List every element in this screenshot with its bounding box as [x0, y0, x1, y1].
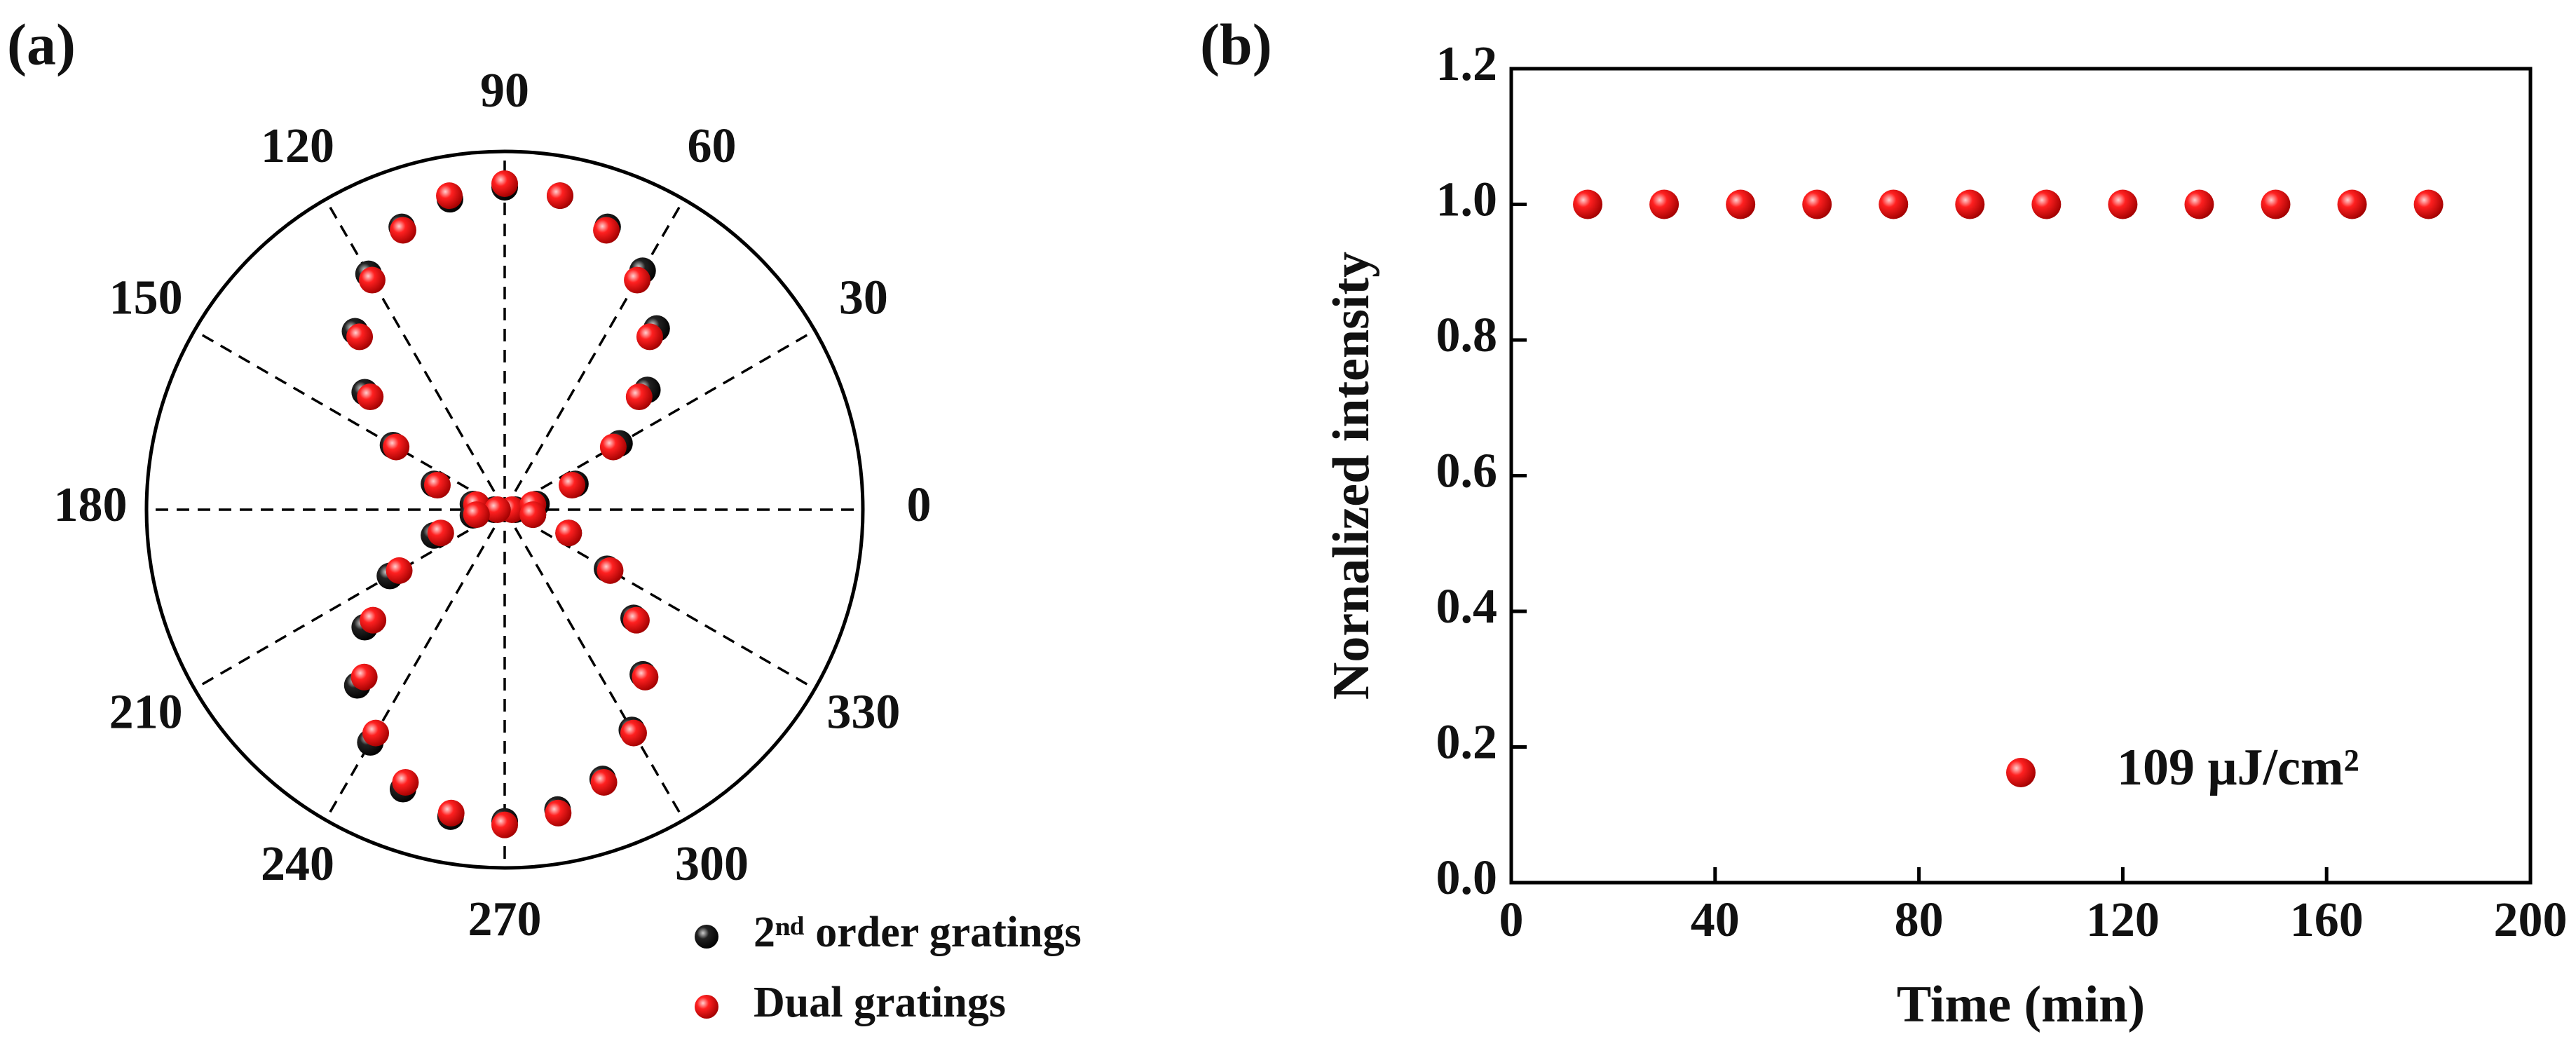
data-point	[423, 472, 451, 499]
data-point	[597, 557, 624, 584]
grid-line	[324, 198, 506, 510]
x-tick-label: 0	[1499, 893, 1524, 947]
data-point	[427, 519, 454, 547]
data-point	[1649, 189, 1679, 219]
data-point	[1573, 189, 1603, 219]
data-point	[383, 433, 410, 461]
theta-tick-label: 210	[109, 686, 183, 740]
y-tick-label: 0.8	[1436, 308, 1498, 362]
data-point	[436, 182, 463, 210]
data-point	[559, 472, 586, 499]
y-tick-label: 0.6	[1436, 444, 1498, 498]
data-point	[2337, 189, 2367, 219]
data-point	[622, 606, 650, 634]
y-axis-label: Nornalized intensity	[1323, 252, 1380, 700]
grid-line	[503, 509, 686, 821]
data-point	[624, 266, 651, 294]
y-tick-label: 1.2	[1436, 37, 1498, 91]
data-point	[599, 433, 627, 461]
data-point	[632, 663, 659, 691]
data-point	[463, 501, 490, 529]
data-point	[590, 768, 618, 796]
legend-label: 2ⁿᵈ order gratings	[754, 909, 1082, 956]
data-point	[1726, 189, 1756, 219]
x-tick-label: 160	[2290, 893, 2364, 947]
data-point	[2413, 189, 2444, 219]
data-point	[555, 519, 582, 547]
data-point	[350, 663, 378, 691]
y-tick-label: 0.4	[1436, 580, 1498, 634]
data-point	[491, 811, 518, 838]
data-point	[546, 182, 573, 210]
theta-tick-label: 120	[261, 119, 334, 173]
theta-tick-label: 270	[468, 892, 542, 946]
x-tick-label: 80	[1895, 893, 1944, 947]
data-point	[2184, 189, 2214, 219]
data-point	[519, 501, 547, 529]
grid-line	[504, 508, 816, 691]
data-point	[357, 383, 384, 411]
y-tick-label: 0.2	[1436, 716, 1498, 770]
legend-marker	[695, 925, 718, 949]
x-tick-label: 200	[2494, 893, 2568, 947]
data-point	[437, 799, 465, 827]
data-point	[545, 799, 572, 827]
legend-label: 109 μJ/cm²	[2117, 739, 2359, 796]
theta-tick-label: 30	[839, 271, 888, 325]
legend-marker	[2006, 758, 2036, 787]
data-point	[2031, 189, 2062, 219]
data-point	[625, 383, 653, 411]
data-point	[346, 323, 374, 351]
data-point	[1955, 189, 1985, 219]
data-point	[389, 217, 416, 244]
theta-tick-label: 300	[675, 837, 749, 891]
data-point	[392, 768, 419, 796]
panel-label: (b)	[1200, 12, 1272, 77]
y-tick-label: 0.0	[1436, 851, 1498, 905]
grid-line	[193, 329, 505, 511]
data-point	[593, 217, 620, 244]
y-tick-label: 1.0	[1436, 173, 1498, 227]
theta-tick-label: 60	[688, 119, 737, 173]
theta-tick-label: 90	[480, 64, 529, 118]
data-point	[620, 719, 647, 747]
data-point	[386, 557, 413, 584]
data-point	[360, 606, 387, 634]
data-point	[484, 496, 511, 523]
x-tick-label: 120	[2086, 893, 2160, 947]
legend-marker	[695, 995, 718, 1019]
theta-tick-label: 150	[109, 271, 183, 325]
grid-line	[324, 509, 506, 821]
theta-tick-label: 180	[54, 478, 128, 532]
panel-label: (a)	[7, 12, 76, 77]
data-point	[1879, 189, 1909, 219]
theta-tick-label: 240	[261, 837, 334, 891]
grid-line	[503, 198, 686, 510]
data-point	[2261, 189, 2291, 219]
x-axis-label: Time (min)	[1897, 976, 2145, 1033]
data-point	[636, 323, 663, 351]
theta-tick-label: 0	[907, 478, 932, 532]
grid-line	[193, 508, 505, 691]
data-point	[358, 266, 386, 294]
grid-line	[504, 329, 816, 511]
theta-tick-label: 330	[826, 686, 900, 740]
data-point	[491, 170, 518, 197]
data-point	[2108, 189, 2138, 219]
legend-label: Dual gratings	[754, 979, 1006, 1026]
data-point	[362, 719, 390, 747]
x-tick-label: 40	[1691, 893, 1740, 947]
data-point	[1802, 189, 1832, 219]
